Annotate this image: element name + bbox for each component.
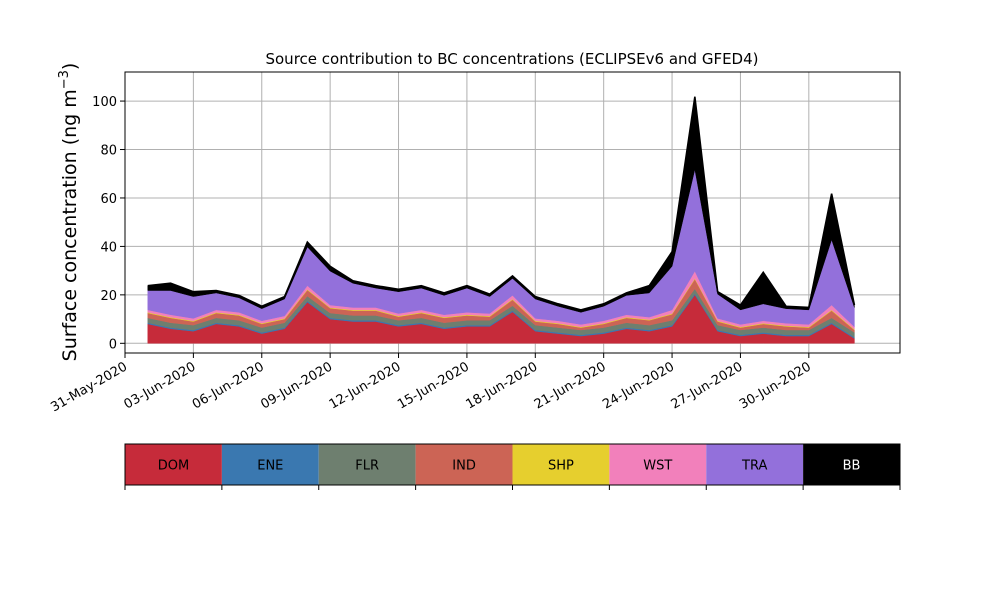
plot-border bbox=[124, 71, 901, 354]
legend-swatch-ind bbox=[415, 444, 513, 485]
y-tick-label: 100 bbox=[92, 95, 117, 110]
legend-label-flr: FLR bbox=[355, 459, 379, 474]
x-tick-label: 09-Jun-2020 bbox=[258, 359, 335, 412]
legend-swatch-dom bbox=[125, 444, 222, 485]
legend-label-ind: IND bbox=[452, 459, 476, 474]
x-tick-label: 18-Jun-2020 bbox=[463, 359, 540, 412]
x-tick-label: 24-Jun-2020 bbox=[600, 359, 677, 412]
x-tick-label: 15-Jun-2020 bbox=[395, 359, 472, 412]
legend-label-shp: SHP bbox=[548, 459, 574, 474]
legend-swatch-flr bbox=[318, 444, 416, 485]
x-tick-label: 06-Jun-2020 bbox=[190, 359, 267, 412]
total-outline bbox=[147, 96, 856, 311]
stacked-areas bbox=[147, 96, 856, 344]
colorbar-legend: DOM ENE FLR IND SHP WST TRA BB bbox=[124, 443, 901, 490]
x-tick-label: 27-Jun-2020 bbox=[669, 359, 746, 412]
legend-label-bb: BB bbox=[843, 459, 861, 474]
y-axis-label-close: ) bbox=[59, 63, 81, 70]
x-tick-label: 21-Jun-2020 bbox=[532, 359, 609, 412]
legend-swatch-ene bbox=[221, 444, 319, 485]
y-tick-label: 0 bbox=[109, 337, 117, 352]
y-axis-label-exponent: −3 bbox=[57, 70, 72, 89]
y-axis-label: Surface concentration (ng m−3) bbox=[57, 63, 81, 362]
y-tick-label: 60 bbox=[100, 192, 117, 207]
y-axis-label-main: Surface concentration (ng m bbox=[59, 89, 81, 361]
legend-swatch-shp bbox=[512, 444, 610, 485]
x-tick-label: 31-May-2020 bbox=[48, 359, 130, 415]
legend-label-ene: ENE bbox=[257, 459, 283, 474]
legend-label-dom: DOM bbox=[158, 459, 189, 474]
y-tick-label: 80 bbox=[100, 144, 117, 159]
legend-label-wst: WST bbox=[643, 459, 672, 474]
x-tick-label: 12-Jun-2020 bbox=[327, 359, 404, 412]
x-tick-label: 03-Jun-2020 bbox=[122, 359, 199, 412]
chart-title: Source contribution to BC concentrations… bbox=[265, 50, 758, 68]
legend-label-tra: TRA bbox=[741, 459, 767, 474]
y-tick-label: 40 bbox=[100, 240, 117, 255]
legend-swatch-wst bbox=[609, 444, 707, 485]
legend-swatch-bb bbox=[803, 444, 900, 485]
x-tick-label: 30-Jun-2020 bbox=[737, 359, 814, 412]
y-tick-label: 20 bbox=[100, 289, 117, 304]
plot-frame bbox=[124, 71, 901, 354]
area-bb bbox=[147, 96, 855, 313]
legend-swatch-tra bbox=[706, 444, 804, 485]
